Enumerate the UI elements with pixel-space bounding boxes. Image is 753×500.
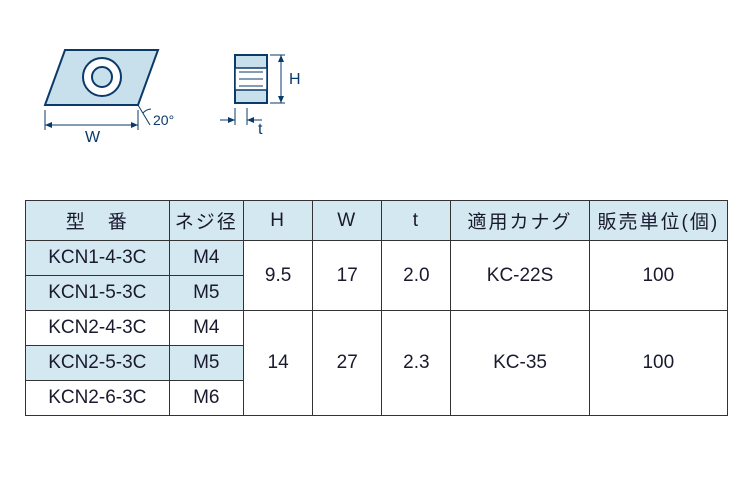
angle-label-text: 20° [153,112,174,128]
nut-inner-circle [92,67,112,87]
header-unit: 販売単位(個) [589,201,727,241]
header-thread: ネジ径 [169,201,243,241]
front-view: W 20° [45,50,174,146]
h-label-text: H [289,71,301,88]
cell-t: 2.3 [382,311,451,416]
diagram-area: W 20° H t [30,30,350,170]
header-t: t [382,201,451,241]
cell-thread: M4 [169,241,243,276]
table-row: KCN2-4-3CM414272.3KC-35100 [26,311,728,346]
cell-thread: M5 [169,276,243,311]
header-h: H [244,201,313,241]
header-apply: 適用カナグ [451,201,589,241]
w-label-text: W [85,129,101,146]
header-model: 型 番 [26,201,170,241]
cell-t: 2.0 [382,241,451,311]
cell-apply: KC-22S [451,241,589,311]
cell-h: 9.5 [244,241,313,311]
spec-table-body: KCN1-4-3CM49.5172.0KC-22S100KCN1-5-3CM5K… [26,241,728,416]
cell-model: KCN2-4-3C [26,311,170,346]
tech-diagram-svg: W 20° H t [30,30,350,170]
cell-apply: KC-35 [451,311,589,416]
cell-w: 27 [313,311,382,416]
t-label-text: t [258,121,263,138]
h-arrow-top [278,55,284,62]
table-row: KCN1-4-3CM49.5172.0KC-22S100 [26,241,728,276]
cell-model: KCN1-5-3C [26,276,170,311]
cell-thread: M5 [169,346,243,381]
cell-model: KCN1-4-3C [26,241,170,276]
header-w: W [313,201,382,241]
h-arrow-bot [278,96,284,103]
w-arrow-left [45,122,52,128]
angle-arc [143,109,151,113]
t-arrow-left [228,117,235,123]
t-arrow-right [247,117,254,123]
side-view: H t [220,55,301,138]
table-header-row: 型 番 ネジ径 H W t 適用カナグ 販売単位(個) [26,201,728,241]
cell-unit: 100 [589,241,727,311]
cell-w: 17 [313,241,382,311]
angle-line1 [138,105,150,125]
spec-table-area: 型 番 ネジ径 H W t 適用カナグ 販売単位(個) KCN1-4-3CM49… [25,200,728,416]
cell-thread: M6 [169,381,243,416]
cell-model: KCN2-5-3C [26,346,170,381]
spec-table: 型 番 ネジ径 H W t 適用カナグ 販売単位(個) KCN1-4-3CM49… [25,200,728,416]
cell-model: KCN2-6-3C [26,381,170,416]
cell-thread: M4 [169,311,243,346]
cell-unit: 100 [589,311,727,416]
cell-h: 14 [244,311,313,416]
w-arrow-right [131,122,138,128]
